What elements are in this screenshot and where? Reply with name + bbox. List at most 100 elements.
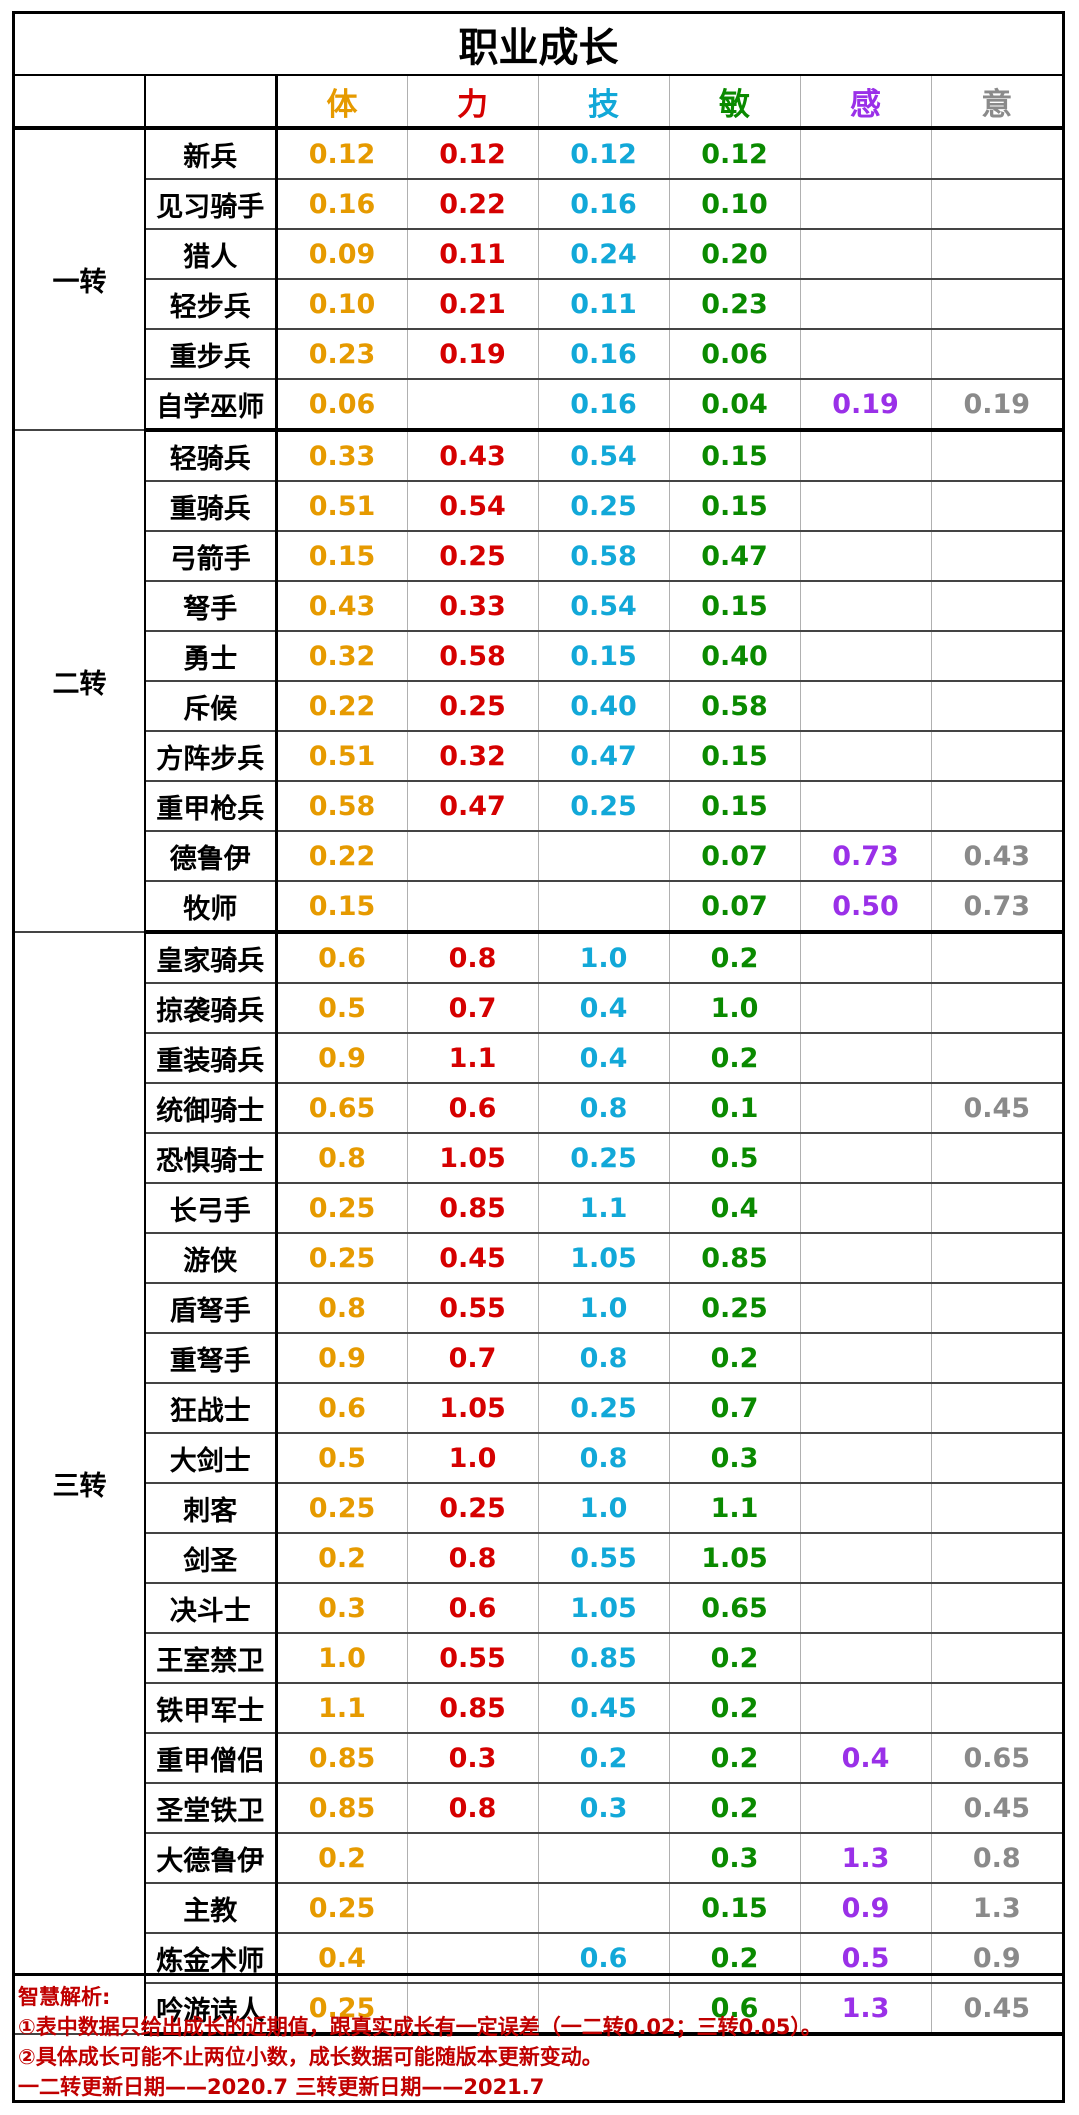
job-name: 狂战士 bbox=[145, 1383, 278, 1434]
stat-value-ji: 1.05 bbox=[537, 1583, 669, 1634]
stat-value-yi bbox=[930, 1233, 1062, 1284]
header-corner-group bbox=[15, 76, 146, 130]
job-name: 重甲枪兵 bbox=[145, 781, 278, 832]
stat-value-ti: 0.33 bbox=[275, 430, 407, 482]
stat-value-ji: 0.25 bbox=[537, 1383, 669, 1434]
stat-value-gan bbox=[799, 1283, 931, 1334]
stat-value-li: 1.1 bbox=[406, 1033, 538, 1084]
stat-value-li: 0.8 bbox=[406, 1533, 538, 1584]
stat-value-min: 1.1 bbox=[668, 1483, 800, 1534]
stat-value-gan: 0.4 bbox=[799, 1733, 931, 1784]
stat-value-gan bbox=[799, 128, 931, 180]
stat-value-min: 0.20 bbox=[668, 229, 800, 280]
stat-value-ti: 0.15 bbox=[275, 531, 407, 582]
stat-value-yi bbox=[930, 731, 1062, 782]
stat-value-ti: 0.25 bbox=[275, 1233, 407, 1284]
stat-value-ji: 0.8 bbox=[537, 1333, 669, 1384]
stat-value-min: 0.4 bbox=[668, 1183, 800, 1234]
table-row: 斥候 0.22 0.25 0.40 0.58 bbox=[15, 681, 1062, 732]
stat-value-ti: 0.25 bbox=[275, 1883, 407, 1934]
stat-value-ji: 0.40 bbox=[537, 681, 669, 732]
stat-value-gan: 1.3 bbox=[799, 1983, 931, 2036]
stat-value-li: 0.3 bbox=[406, 1733, 538, 1784]
stat-value-ji: 0.8 bbox=[537, 1083, 669, 1134]
job-name: 大德鲁伊 bbox=[145, 1833, 278, 1884]
stat-value-li: 0.22 bbox=[406, 179, 538, 230]
stat-value-ji: 0.4 bbox=[537, 983, 669, 1034]
stat-value-ti: 0.85 bbox=[275, 1733, 407, 1784]
stat-value-li: 0.7 bbox=[406, 983, 538, 1034]
stat-value-min: 0.25 bbox=[668, 1283, 800, 1334]
group-label: 三转 bbox=[15, 932, 146, 2035]
table-row: 猎人 0.09 0.11 0.24 0.20 bbox=[15, 229, 1062, 280]
header-stat-ji: 技 bbox=[537, 76, 669, 130]
stat-value-yi bbox=[930, 279, 1062, 330]
stat-value-yi bbox=[930, 329, 1062, 380]
stat-value-yi bbox=[930, 179, 1062, 230]
table-row: 铁甲军士 1.1 0.85 0.45 0.2 bbox=[15, 1683, 1062, 1734]
stat-value-ti: 0.3 bbox=[275, 1583, 407, 1634]
group-label: 一转 bbox=[15, 128, 146, 431]
stat-value-yi bbox=[930, 1633, 1062, 1684]
stat-value-ti: 0.43 bbox=[275, 581, 407, 632]
stat-value-min: 0.85 bbox=[668, 1233, 800, 1284]
stat-value-gan bbox=[799, 531, 931, 582]
table-row: 圣堂铁卫 0.85 0.8 0.3 0.2 0.45 bbox=[15, 1783, 1062, 1834]
job-name: 自学巫师 bbox=[145, 379, 278, 432]
job-name: 猎人 bbox=[145, 229, 278, 280]
table-row: 一转 新兵 0.12 0.12 0.12 0.12 bbox=[15, 128, 1062, 431]
job-name: 皇家骑兵 bbox=[145, 932, 278, 984]
stat-value-ji: 0.4 bbox=[537, 1033, 669, 1084]
stat-value-ji bbox=[537, 881, 669, 934]
stat-value-li: 0.47 bbox=[406, 781, 538, 832]
stat-value-ji: 0.85 bbox=[537, 1633, 669, 1684]
stat-value-ji: 0.25 bbox=[537, 1133, 669, 1184]
stat-value-gan bbox=[799, 1333, 931, 1384]
job-name: 轻步兵 bbox=[145, 279, 278, 330]
stat-value-ti: 0.16 bbox=[275, 179, 407, 230]
stat-value-li: 0.7 bbox=[406, 1333, 538, 1384]
stat-value-ji: 1.0 bbox=[537, 932, 669, 984]
job-name: 新兵 bbox=[145, 128, 278, 180]
table-row: 勇士 0.32 0.58 0.15 0.40 bbox=[15, 631, 1062, 682]
stat-value-min: 0.15 bbox=[668, 1883, 800, 1934]
stat-value-ti: 0.09 bbox=[275, 229, 407, 280]
stat-value-li: 0.85 bbox=[406, 1183, 538, 1234]
stat-value-gan bbox=[799, 581, 931, 632]
stat-value-ti: 0.9 bbox=[275, 1033, 407, 1084]
table-row: 重甲僧侣 0.85 0.3 0.2 0.2 0.4 0.65 bbox=[15, 1733, 1062, 1784]
stat-value-li: 0.43 bbox=[406, 430, 538, 482]
stat-value-min: 0.15 bbox=[668, 481, 800, 532]
job-name: 方阵步兵 bbox=[145, 731, 278, 782]
stat-value-min: 0.3 bbox=[668, 1833, 800, 1884]
stat-value-li bbox=[406, 379, 538, 432]
table-row: 重装骑兵 0.9 1.1 0.4 0.2 bbox=[15, 1033, 1062, 1084]
stat-value-min: 0.6 bbox=[668, 1983, 800, 2036]
stat-value-yi bbox=[930, 1333, 1062, 1384]
stat-value-yi: 0.45 bbox=[930, 1783, 1062, 1834]
table-row: 统御骑士 0.65 0.6 0.8 0.1 0.45 bbox=[15, 1083, 1062, 1134]
stat-value-min: 0.2 bbox=[668, 932, 800, 984]
stat-value-min: 0.1 bbox=[668, 1083, 800, 1134]
stat-value-gan bbox=[799, 329, 931, 380]
header-stat-ti: 体 bbox=[275, 76, 407, 130]
stat-value-yi bbox=[930, 781, 1062, 832]
job-name: 大剑士 bbox=[145, 1433, 278, 1484]
stat-value-ti: 0.8 bbox=[275, 1133, 407, 1184]
table-row: 重骑兵 0.51 0.54 0.25 0.15 bbox=[15, 481, 1062, 532]
growth-table: 体 力 技 敏 感 意 一转 新兵 0.12 0.12 0.12 0.12 见习骑手 0.16… bbox=[15, 76, 1062, 2036]
stat-value-ti: 0.8 bbox=[275, 1283, 407, 1334]
stat-value-ji: 0.16 bbox=[537, 379, 669, 432]
stat-value-min: 0.2 bbox=[668, 1783, 800, 1834]
stat-value-li: 0.55 bbox=[406, 1633, 538, 1684]
stat-value-min: 0.7 bbox=[668, 1383, 800, 1434]
table-row: 德鲁伊 0.22 0.07 0.73 0.43 bbox=[15, 831, 1062, 882]
stat-value-yi bbox=[930, 1183, 1062, 1234]
job-name: 重装骑兵 bbox=[145, 1033, 278, 1084]
stat-value-gan bbox=[799, 1633, 931, 1684]
stat-value-min: 0.15 bbox=[668, 781, 800, 832]
stat-value-ji: 0.58 bbox=[537, 531, 669, 582]
stat-value-yi bbox=[930, 1433, 1062, 1484]
stat-value-ji: 0.16 bbox=[537, 329, 669, 380]
stat-value-yi: 0.8 bbox=[930, 1833, 1062, 1884]
